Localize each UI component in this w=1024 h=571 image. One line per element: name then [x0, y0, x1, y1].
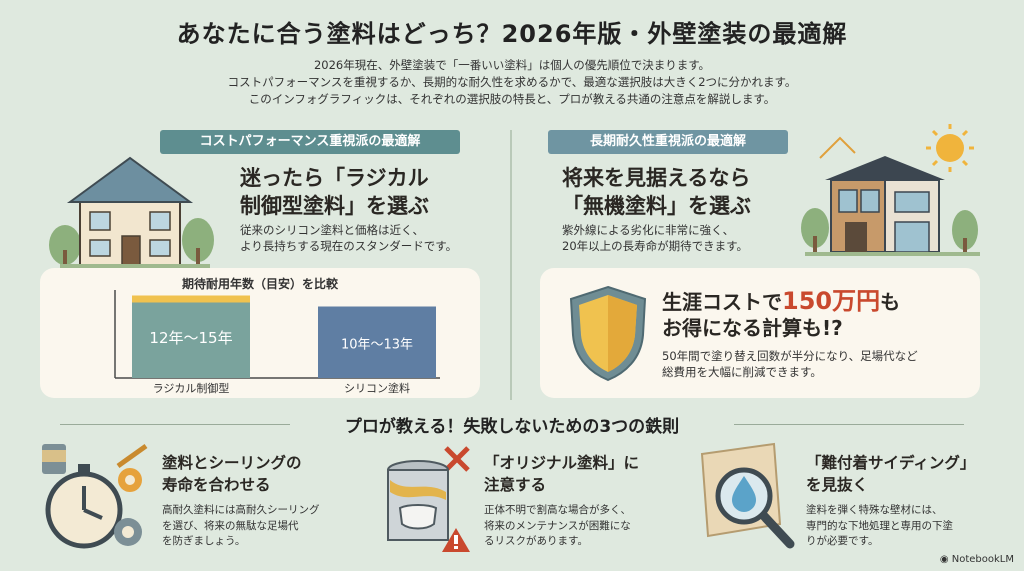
tip-body-line: 高耐久塗料には高耐久シーリング	[162, 504, 320, 516]
chart-bar-cap	[132, 295, 250, 303]
left-banner: コストパフォーマンス重視派の最適解	[160, 130, 460, 154]
tip-body-line: るリスクがあります。	[484, 535, 588, 547]
tip-2-head: 「オリジナル塗料」に 注意する	[484, 452, 639, 496]
tip-body-line: 塗料を弾く特殊な壁材には、	[806, 504, 943, 516]
right-headline-line: 将来を見据えるなら	[562, 166, 751, 190]
left-headline: 迷ったら「ラジカル 制御型塗料」を選ぶ	[240, 164, 429, 220]
page-title: あなたに合う塗料はどっち？2026年版・外壁塗装の最適解	[176, 20, 848, 48]
section-title: プロが教える！失敗しないための3つの鉄則	[344, 417, 680, 437]
section-rule-right	[734, 424, 964, 425]
cost-suffix: も	[880, 290, 901, 314]
tip-3-body: 塗料を弾く特殊な壁材には、 専門的な下地処理と専用の下塗 りが必要です。	[806, 503, 953, 550]
left-description: 従来のシリコン塗料と価格は近く、 より長持ちする現在のスタンダードです。	[240, 222, 457, 254]
tip-1-body: 高耐久塗料には高耐久シーリング を選び、将来の無駄な足場代 を防ぎましょう。	[162, 503, 320, 550]
tip-head-line: 寿命を合わせる	[162, 476, 271, 494]
tip-body-line: 将来のメンテナンスが困難にな	[484, 519, 631, 532]
cost-headline-line1: 生涯コストで150万円も	[662, 288, 900, 315]
notebooklm-badge: ◉ NotebookLM	[940, 554, 1014, 565]
intro-line: コストパフォーマンスを重視するか、長期的な耐久性を求めるかで、最適な選択肢は大き…	[227, 75, 797, 89]
left-headline-line: 迷ったら「ラジカル	[240, 166, 429, 190]
right-description: 紫外線による劣化に非常に強く、 20年以上の長寿命が期待できます。	[562, 222, 748, 254]
intro-line: 2026年現在、外壁塗装で「一番いい塗料」は個人の優先順位で決まります。	[313, 58, 711, 72]
tip-body-line: 専門的な下地処理と専用の下塗	[806, 519, 953, 532]
tip-body-line: りが必要です。	[806, 535, 879, 547]
shield-icon	[569, 285, 647, 382]
intro-text: 2026年現在、外壁塗装で「一番いい塗料」は個人の優先順位で決まります。 コスト…	[0, 57, 1024, 108]
tip-body-line: を選び、将来の無駄な足場代	[162, 519, 299, 532]
paint-can-warning-icon	[387, 446, 470, 552]
intro-line: このインフォグラフィックは、それぞれの選択肢の特長と、プロが教える共通の注意点を…	[248, 92, 776, 106]
section-rule-left	[60, 424, 290, 425]
tip-2-body: 正体不明で割高な場合が多く、 将来のメンテナンスが困難にな るリスクがあります。	[484, 503, 631, 550]
left-headline-line: 制御型塗料」を選ぶ	[240, 194, 429, 218]
cost-description: 50年間で塗り替え回数が半分になり、足場代など 総費用を大幅に削減できます。	[662, 348, 918, 380]
chart-category-label: シリコン塗料	[344, 381, 410, 395]
cost-headline: 生涯コストで150万円も お得になる計算も!?	[662, 288, 900, 341]
column-divider	[510, 130, 512, 400]
tip-head-line: 注意する	[484, 476, 547, 494]
tip-1-head: 塗料とシーリングの 寿命を合わせる	[162, 452, 302, 496]
right-headline-line: 「無機塗料」を選ぶ	[562, 194, 751, 218]
tip-body-line: を防ぎましょう。	[162, 535, 246, 547]
cost-headline-line2: お得になる計算も!?	[662, 316, 843, 340]
badge-label: NotebookLM	[951, 554, 1014, 565]
chart-bar	[318, 306, 436, 378]
cost-desc-line: 総費用を大幅に削減できます。	[662, 365, 822, 379]
cost-prefix: 生涯コストで	[662, 290, 782, 314]
chart-data-label: 12年～15年	[149, 329, 232, 347]
chart-category-label: ラジカル制御型	[153, 381, 230, 395]
right-headline: 将来を見据えるなら 「無機塗料」を選ぶ	[562, 164, 751, 220]
tip-3-head: 「難付着サイディング」 を見抜く	[806, 452, 975, 496]
tip-head-line: 「難付着サイディング」	[806, 454, 976, 472]
tip-head-line: 塗料とシーリングの	[162, 454, 302, 472]
left-desc-line: 従来のシリコン塗料と価格は近く、	[240, 223, 424, 237]
tip-head-line: 「オリジナル塗料」に	[484, 454, 640, 472]
modern-house-illustration	[801, 124, 980, 256]
right-banner: 長期耐久性重視派の最適解	[548, 130, 788, 154]
house-illustration	[49, 156, 214, 268]
cost-desc-line: 50年間で塗り替え回数が半分になり、足場代など	[662, 349, 918, 363]
chart-data-label: 10年～13年	[341, 337, 413, 352]
right-desc-line: 20年以上の長寿命が期待できます。	[562, 239, 748, 253]
chart-title: 期待耐用年数（目安）を比較	[181, 277, 338, 291]
left-desc-line: より長持ちする現在のスタンダードです。	[240, 239, 458, 253]
tip-body-line: 正体不明で割高な場合が多く、	[484, 504, 631, 516]
chart-bar	[132, 295, 250, 378]
cost-amount: 150万円	[782, 287, 881, 315]
stopwatch-icon	[42, 443, 148, 549]
right-desc-line: 紫外線による劣化に非常に強く、	[562, 223, 735, 237]
tip-head-line: を見抜く	[806, 476, 869, 494]
notebook-icon: ◉	[939, 554, 952, 565]
magnifier-water-drop-icon	[700, 442, 795, 549]
